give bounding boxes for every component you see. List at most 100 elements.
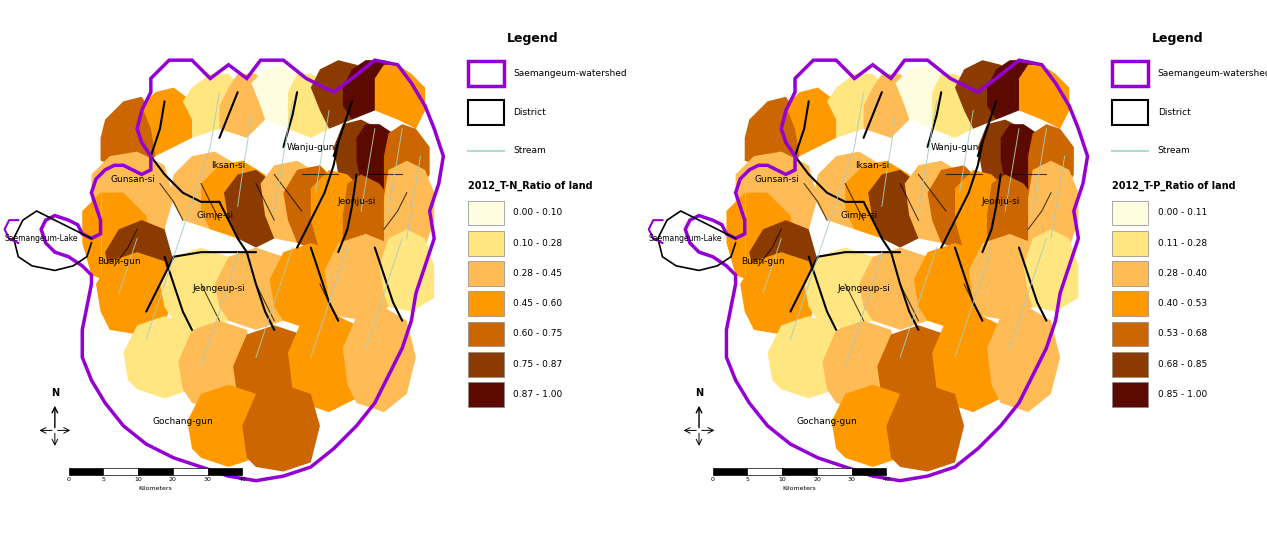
Text: 0.53 - 0.68: 0.53 - 0.68 <box>1158 329 1207 338</box>
Polygon shape <box>324 234 398 321</box>
Text: Saemangeum-Lake: Saemangeum-Lake <box>4 234 77 243</box>
Text: Wanju-gun: Wanju-gun <box>286 142 334 151</box>
Bar <box>1112 100 1148 124</box>
Text: 2012_T-P_Ratio of land: 2012_T-P_Ratio of land <box>1112 181 1235 191</box>
Polygon shape <box>261 161 329 243</box>
Polygon shape <box>813 152 891 229</box>
Polygon shape <box>749 220 818 298</box>
Polygon shape <box>827 74 891 138</box>
Polygon shape <box>969 234 1041 321</box>
Polygon shape <box>201 161 274 239</box>
Text: Gunsan-si: Gunsan-si <box>110 174 155 184</box>
Text: 0: 0 <box>67 477 71 482</box>
Polygon shape <box>896 65 955 129</box>
Polygon shape <box>123 316 201 398</box>
Polygon shape <box>310 170 370 257</box>
Polygon shape <box>179 321 256 412</box>
Text: Stream: Stream <box>513 146 546 156</box>
Polygon shape <box>1028 161 1078 261</box>
Polygon shape <box>1001 124 1047 192</box>
Bar <box>1112 382 1148 407</box>
Text: Stream: Stream <box>1158 146 1191 156</box>
Text: Jeonju-si: Jeonju-si <box>337 197 376 206</box>
Bar <box>468 292 504 316</box>
Text: 5: 5 <box>745 477 749 482</box>
Polygon shape <box>96 252 174 334</box>
Bar <box>468 201 504 226</box>
Text: Jeongeup-si: Jeongeup-si <box>193 284 246 293</box>
Polygon shape <box>726 192 794 284</box>
Text: 0: 0 <box>711 477 715 482</box>
Text: Saemangeum-watershed: Saemangeum-watershed <box>1158 69 1267 78</box>
Polygon shape <box>142 87 201 156</box>
Text: Iksan-si: Iksan-si <box>212 161 246 170</box>
Bar <box>468 100 504 124</box>
Text: Iksan-si: Iksan-si <box>855 161 889 170</box>
Text: Gochang-gun: Gochang-gun <box>797 417 858 426</box>
Text: Gimje-si: Gimje-si <box>196 211 233 220</box>
Text: Gochang-gun: Gochang-gun <box>152 417 213 426</box>
Text: 30: 30 <box>204 477 212 482</box>
Text: 10: 10 <box>134 477 142 482</box>
Polygon shape <box>251 65 310 129</box>
Text: N: N <box>696 388 703 398</box>
Polygon shape <box>831 384 910 467</box>
Text: 0.11 - 0.28: 0.11 - 0.28 <box>1158 239 1206 248</box>
Polygon shape <box>384 161 435 261</box>
Polygon shape <box>224 170 284 248</box>
Text: 0.60 - 0.75: 0.60 - 0.75 <box>513 329 563 338</box>
Text: Kilometers: Kilometers <box>138 486 172 491</box>
Text: 30: 30 <box>848 477 855 482</box>
Bar <box>1112 261 1148 286</box>
Polygon shape <box>927 166 992 252</box>
Text: 0.28 - 0.45: 0.28 - 0.45 <box>513 269 563 278</box>
Bar <box>713 469 748 475</box>
Polygon shape <box>270 243 347 330</box>
Bar <box>468 61 504 86</box>
Bar <box>138 469 172 475</box>
Text: Kilometers: Kilometers <box>783 486 816 491</box>
Polygon shape <box>333 119 389 184</box>
Bar <box>172 469 208 475</box>
Bar <box>748 469 782 475</box>
Polygon shape <box>933 311 1010 412</box>
Polygon shape <box>864 74 919 138</box>
Polygon shape <box>219 74 274 138</box>
Polygon shape <box>188 384 265 467</box>
Text: 5: 5 <box>101 477 105 482</box>
Polygon shape <box>987 60 1047 119</box>
Bar <box>1112 352 1148 377</box>
Bar <box>1112 231 1148 256</box>
Polygon shape <box>768 316 845 398</box>
Text: 0.00 - 0.11: 0.00 - 0.11 <box>1158 208 1207 217</box>
Text: Saemangeum-watershed: Saemangeum-watershed <box>513 69 627 78</box>
Polygon shape <box>868 170 927 248</box>
Polygon shape <box>822 321 900 412</box>
Text: 0.45 - 0.60: 0.45 - 0.60 <box>513 299 563 308</box>
Text: 0.87 - 1.00: 0.87 - 1.00 <box>513 390 563 399</box>
Polygon shape <box>1019 65 1069 129</box>
Text: Gunsan-si: Gunsan-si <box>754 174 799 184</box>
Polygon shape <box>987 174 1038 266</box>
Polygon shape <box>845 161 919 239</box>
Polygon shape <box>160 248 238 330</box>
Text: 0.40 - 0.53: 0.40 - 0.53 <box>1158 299 1206 308</box>
Bar <box>782 469 817 475</box>
Polygon shape <box>379 229 435 311</box>
Bar <box>68 469 104 475</box>
Bar <box>468 322 504 346</box>
Text: 0.00 - 0.10: 0.00 - 0.10 <box>513 208 563 217</box>
Polygon shape <box>887 384 964 471</box>
Polygon shape <box>933 74 982 138</box>
Text: N: N <box>51 388 58 398</box>
Polygon shape <box>242 384 321 471</box>
Polygon shape <box>384 124 430 202</box>
Polygon shape <box>955 60 1015 129</box>
Bar <box>208 469 242 475</box>
Polygon shape <box>105 220 174 298</box>
Bar <box>104 469 138 475</box>
Polygon shape <box>786 87 845 156</box>
Bar <box>1112 322 1148 346</box>
Polygon shape <box>233 325 310 421</box>
Text: Wanju-gun: Wanju-gun <box>931 142 979 151</box>
